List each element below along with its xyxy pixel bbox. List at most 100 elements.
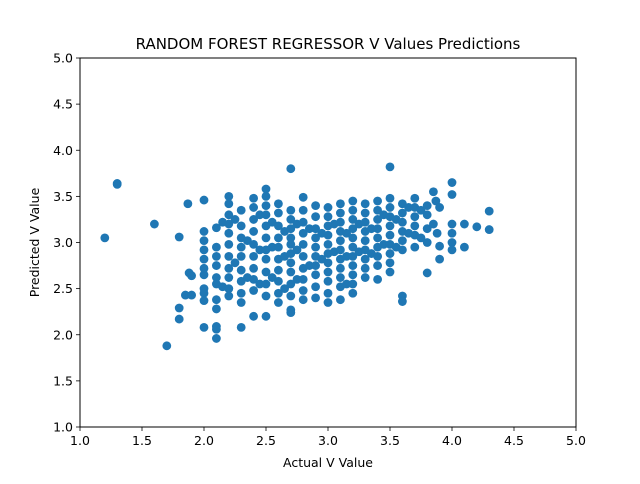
scatter-point [336,295,345,305]
x-axis-ticks: 1.0 1.5 2.0 2.5 3.0 3.5 4.0 4.5 5.0 [70,427,586,448]
scatter-point [274,298,283,307]
scatter-point [398,236,407,246]
scatter-point [373,261,382,270]
x-tick-label: 4.5 [504,433,524,448]
scatter-point [373,215,382,224]
scatter-point [174,314,184,324]
scatter-point [398,245,407,255]
scatter-point [286,224,296,234]
scatter-point [385,193,395,203]
y-tick-label: 4.5 [53,97,73,112]
scatter-point [261,311,271,321]
x-tick-label: 3.5 [380,433,400,448]
scatter-point [484,225,494,234]
scatter-point [472,222,482,232]
scatter-point [292,245,302,255]
scatter-point [360,217,370,227]
scatter-point [336,217,345,227]
scatter-point [422,238,432,247]
scatter-point [431,196,441,206]
y-tick-label: 3.5 [53,189,73,204]
scatter-point [348,251,358,261]
scatter-point [261,201,271,211]
scatter-point [323,298,333,307]
scatter-point [187,290,197,300]
scatter-point [249,286,258,295]
chart-title: RANDOM FOREST REGRESSOR V Values Predict… [136,35,521,53]
scatter-point [212,295,221,305]
y-tick-label: 1.5 [53,373,73,388]
scatter-point [298,239,308,249]
scatter-point [224,239,234,249]
scatter-point [348,224,358,234]
scatter-point [230,215,240,224]
scatter-point [336,263,345,273]
scatter-point [373,251,382,261]
scatter-point [236,205,246,215]
scatter-point [286,258,296,268]
scatter-point [398,208,407,218]
y-tick-label: 3.0 [53,235,73,250]
scatter-point [298,228,308,238]
scatter-point [323,239,333,249]
scatter-point [336,199,345,209]
scatter-point [410,212,420,222]
scatter-point [429,219,438,229]
scatter-point [385,267,395,277]
scatter-point [261,191,271,201]
scatter-point [336,273,345,282]
scatter-point [224,263,234,273]
scatter-point [410,221,420,231]
scatter-point [162,341,172,351]
scatter-point [398,217,407,227]
scatter-point [348,270,358,280]
scatter-point [261,279,271,289]
scatter-point [199,195,209,205]
scatter-point [236,288,246,298]
x-tick-label: 2.0 [194,433,214,448]
scatter-point [224,191,234,201]
scatter-point [274,265,283,275]
scatter-point [311,201,320,211]
scatter-point [398,297,407,306]
scatter-point [199,254,209,264]
x-tick-label: 2.5 [256,433,276,448]
scatter-point [212,304,221,314]
scatter-point [298,217,308,227]
scatter-point [286,291,296,301]
scatter-point [385,203,395,212]
scatter-point [280,284,289,294]
scatter-point [404,203,413,212]
scatter-point [224,219,234,229]
scatter-point [342,251,351,261]
scatter-point [286,239,296,249]
scatter-point [373,233,382,243]
scatter-point [224,273,234,282]
scatter-point [360,254,370,264]
scatter-point [298,251,308,261]
scatter-point [305,261,314,270]
scatter-point [447,245,457,255]
scatter-point [236,265,246,275]
scatter-point [286,267,296,277]
scatter-point [274,242,283,252]
scatter-point [435,254,444,264]
scatter-point [112,179,122,189]
scatter-point [373,275,382,284]
y-tick-label: 5.0 [53,51,73,66]
scatter-point [236,251,246,261]
scatter-point [298,205,308,215]
scatter-point [385,221,395,231]
scatter-point [255,245,265,255]
scatter-point [323,276,333,286]
scatter-point [323,230,333,240]
scatter-point [298,275,308,284]
scatter-point [199,288,209,298]
x-tick-label: 5.0 [566,433,586,448]
scatter-point [286,279,296,289]
scatter-point [187,271,197,281]
scatter-point [348,233,358,243]
scatter-point [199,270,209,280]
y-tick-label: 1.0 [53,420,73,435]
